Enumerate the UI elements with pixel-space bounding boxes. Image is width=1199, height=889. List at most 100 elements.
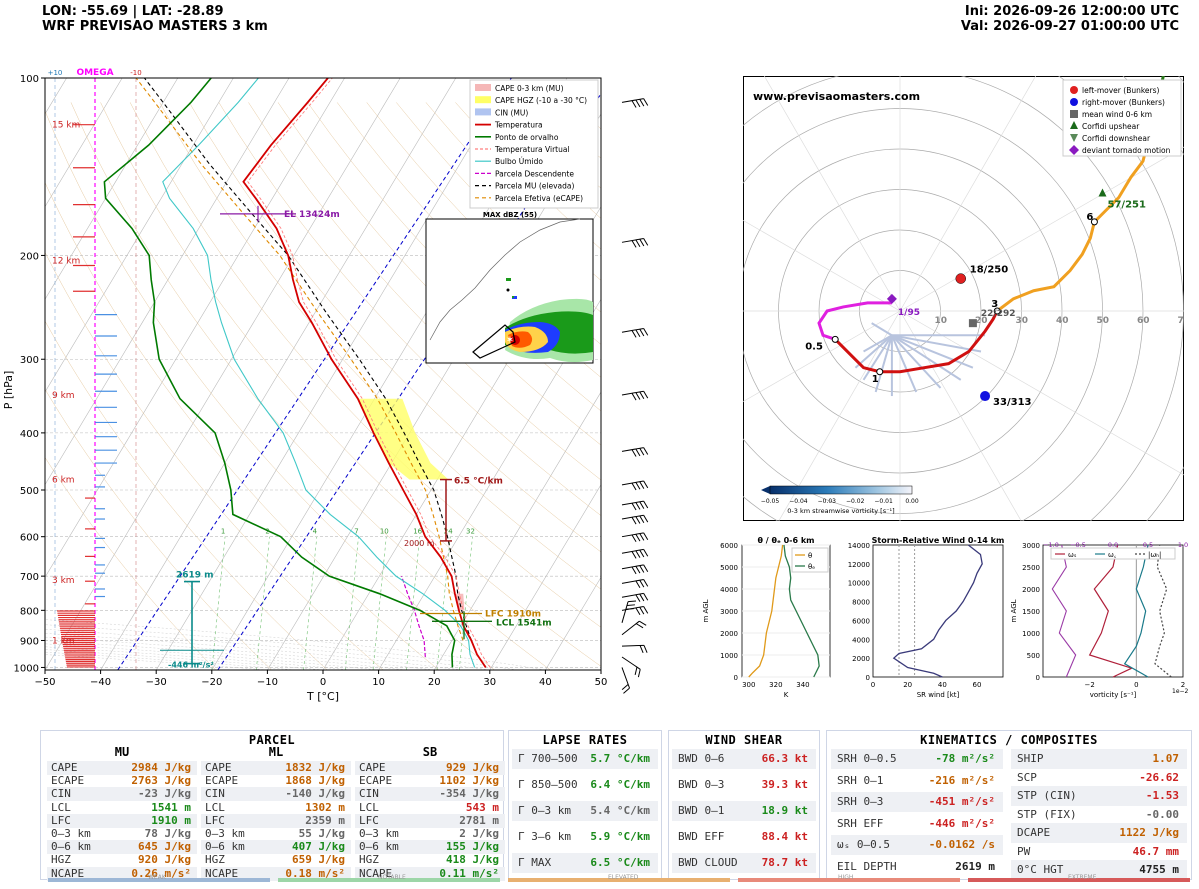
wind-barb (621, 327, 649, 338)
barb-feather (635, 580, 641, 589)
metric-value: 78.7 kt (761, 856, 808, 869)
severity-label: HIGH (838, 874, 854, 881)
mixing-ratio-label: 10 (380, 528, 389, 536)
srwind-line (892, 544, 983, 678)
barb-feather (643, 549, 649, 557)
p-tick-label: 200 (20, 251, 39, 262)
mixing-ratio-line (344, 536, 359, 670)
wind-barb (621, 500, 649, 511)
barb-feather (639, 448, 645, 456)
shear-row: BWD EFF 88.4 kt (672, 827, 816, 847)
parcel-ml-header: ML (268, 745, 284, 759)
isotherm (322, 206, 601, 670)
mixing-ratio-label: 1 (221, 528, 225, 536)
comp-row: STP (FIX) -0.00 (1011, 805, 1187, 825)
metric-name: Γ 850–500 (518, 778, 578, 791)
mixing-ratio-line (255, 536, 270, 670)
metric-name: Γ 0–3 km (518, 804, 571, 817)
parcel-row: HGZ 659 J/kg (201, 853, 351, 867)
isotherm (489, 484, 601, 670)
metric-name: 0°C HGT (1017, 863, 1064, 876)
srwind-ytick: 6000 (852, 617, 870, 625)
metric-name: SRH 0–3 (837, 795, 884, 808)
barb-feather (639, 501, 645, 509)
mixing-ratio-label: 24 (444, 528, 453, 536)
barb-feather (639, 620, 647, 626)
barb-feather (643, 514, 649, 523)
barb-feather (643, 447, 649, 455)
barb-feather (639, 99, 645, 107)
metric-value: 2763 J/kg (131, 774, 191, 788)
p-tick-label: 600 (20, 533, 39, 544)
barb-feather (635, 239, 641, 247)
metric-name: LCL (205, 800, 225, 814)
lapse-panel: LAPSE RATES Γ 700–500 5.7 °C/km Γ 850–500 6.… (508, 730, 662, 880)
barb-feather (643, 238, 649, 246)
metric-name: CAPE (51, 761, 78, 774)
theta-legend-entry: θₑ (808, 563, 815, 571)
parcel-row: ECAPE 2763 J/kg (47, 774, 197, 788)
height-label: 6 km (52, 476, 75, 486)
xlabel: T [°C] (306, 690, 339, 703)
srwind-xtick: 40 (938, 681, 947, 689)
metric-value: -354 J/kg (439, 787, 499, 801)
severity-bar (968, 878, 1190, 882)
vort-top-tick: −1.0 (1043, 541, 1059, 549)
vort-line (1154, 544, 1172, 678)
metric-name: Γ MAX (518, 856, 552, 869)
metric-name: CAPE (205, 761, 232, 774)
vort-top-tick: 0.0 (1108, 541, 1118, 549)
wind-barb (621, 98, 649, 108)
height-label: 1 (872, 374, 879, 385)
metric-name: Γ 3–6 km (518, 830, 571, 843)
comp-row: SHIP 1.07 (1011, 749, 1187, 769)
metric-value: -140 J/kg (285, 787, 345, 801)
shear-row: BWD CLOUD 78.7 kt (672, 853, 816, 873)
hodo-segment-3-9 (996, 144, 1149, 313)
hodo-segment-0-3 (834, 310, 999, 374)
metric-name: ECAPE (51, 774, 85, 788)
barb-feather (631, 502, 637, 511)
metric-name: BWD EFF (678, 830, 725, 843)
dry-adiabat (45, 457, 216, 670)
barb-feather (639, 391, 645, 400)
barb-feather (635, 502, 641, 510)
hodo-legend-entry: left-mover (Bunkers) (1082, 86, 1160, 95)
metric-name: CIN (359, 787, 379, 801)
hodo-ring-label: 70 (1178, 316, 1186, 326)
streamwise-arrow (862, 334, 893, 381)
hodo-spoke (899, 310, 1184, 476)
vorticity-colorbar: −0.05 −0.04 −0.03 −0.02 −0.01 0.00 0-3 km stre… (761, 485, 919, 515)
t-tick-label: −40 (90, 677, 111, 688)
metric-value: -0.0162 /s (928, 838, 995, 851)
cbar-bar (769, 485, 913, 495)
theta-title: θ / θₑ 0-6 km (758, 536, 815, 545)
mixing-ratio-line (406, 536, 420, 670)
streamwise-arrow (874, 335, 893, 393)
height-label: 3 (991, 299, 998, 310)
legend-entry: Parcela Descendente (495, 169, 574, 178)
metric-value: 66.3 kt (761, 752, 808, 765)
hodo-legend: left-mover (Bunkers) right-mover (Bunkers… (1062, 79, 1182, 157)
barb-feather (631, 100, 637, 108)
metric-name: NCAPE (51, 866, 85, 880)
hodo-legend-icon (1070, 134, 1078, 142)
parcel-row: 0–6 km 645 J/kg (47, 840, 197, 855)
wetbulb-line (162, 78, 476, 668)
hodo-ring-label: 10 (935, 316, 948, 326)
metric-name: ECAPE (205, 774, 239, 788)
theta-legend (791, 547, 829, 573)
srwind-ytick: 2000 (852, 655, 870, 663)
vort-ytick: 3000 (1022, 542, 1040, 550)
vort-legend (1050, 547, 1176, 560)
metric-name: BWD 0–1 (678, 804, 725, 817)
metric-value: 2359 m (305, 813, 345, 827)
metric-value: -446 m²/s² (928, 816, 995, 830)
severity-bar (278, 878, 500, 882)
legend-entry: Bulbo Úmido (495, 157, 543, 166)
metric-name: EIL DEPTH (837, 859, 897, 873)
barb-feather (626, 604, 635, 606)
vort-xtick: −2 (1085, 681, 1095, 689)
metric-name: HGZ (359, 853, 379, 867)
barb-feather (639, 515, 645, 524)
